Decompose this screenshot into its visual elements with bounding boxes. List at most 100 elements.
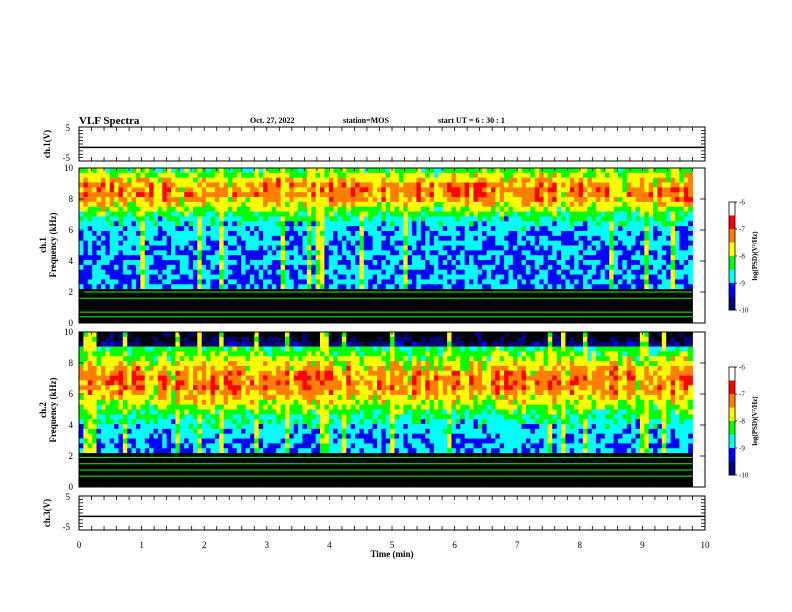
spectrogram-cell [482,211,487,217]
spectrogram-cell [512,318,518,324]
spectrogram-cell [569,221,575,227]
spectrogram-cell [293,197,299,203]
spectrogram-cell [236,318,242,324]
spectrogram-cell [512,216,518,222]
spectrogram-cell [359,187,365,193]
spectrogram-cell [184,168,189,174]
spectrogram-cell [512,313,518,319]
spectrogram-cell [674,201,680,208]
spectrogram-cell [324,255,330,261]
spectrogram-cell [657,245,663,251]
spectrogram-cell [320,226,325,232]
spectrogram-cell [398,308,404,314]
spectrogram-cell [267,168,273,174]
spectrogram-cell [114,255,119,261]
spectrogram-cell [355,245,360,251]
spectrogram-cell [469,260,474,266]
spectrogram-cell [512,303,518,309]
spectrogram-cell [188,308,194,314]
spectrogram-cell [565,206,571,212]
spectrogram-cell [311,313,317,319]
spectrogram-cell [346,216,352,222]
spectrogram-cell [109,457,115,464]
spectrogram-cell [92,477,97,483]
spectrogram-cell [315,274,321,280]
spectrogram-cell [561,250,566,256]
spectrogram-cell [447,221,452,227]
spectrogram-cell [311,235,317,242]
spectrogram-cell [438,201,444,208]
spectrogram-cell [539,260,544,266]
spectrogram-cell [144,177,150,183]
spectrogram-cell [425,255,430,261]
spectrogram-cell [100,318,106,324]
spectrogram-cell [315,318,321,324]
spectrogram-cell [175,206,181,212]
spectrogram-cell [622,318,628,324]
spectrogram-cell [525,177,531,183]
spectrogram-cell [574,303,579,309]
spectrogram-cell [223,318,229,324]
spectrogram-cell [100,230,106,237]
spectrogram-cell [657,260,663,266]
spectrogram-cell [140,279,146,285]
spectrogram-cell [486,264,492,271]
spectrogram-cell [241,211,246,217]
spectrogram-cell [92,216,97,222]
spectrogram-cell [578,221,584,227]
spectrogram-cell [648,192,654,198]
spectrogram-cell [447,264,452,271]
spectrogram-cell [547,264,553,271]
spectrogram-cell [490,260,496,266]
spectrogram-cell [464,235,470,242]
spectrogram-cell [131,318,137,324]
spectrogram-cell [648,221,654,227]
spectrogram-cell [96,269,102,275]
spectrogram-cell [175,192,181,198]
spectrogram-cell [674,298,680,305]
spectrogram-cell [464,279,470,285]
spectrogram-cell [644,221,650,227]
spectrogram-cell [175,264,181,271]
spectrogram-cell [254,240,260,246]
spectrogram-cell [372,303,378,309]
spectrogram-cell [140,255,146,261]
spectrogram-cell [495,293,501,300]
spectrogram-cell [622,303,628,309]
spectrogram-cell [442,240,448,246]
spectrogram-cell [490,206,496,212]
spectrogram-cell [530,201,536,208]
spectrogram-cell [96,399,102,406]
spectrogram-cell [289,293,295,300]
spectrogram-cell [442,264,448,271]
spectrogram-cell [556,318,562,324]
spectrogram-cell [416,201,422,208]
spectrogram-cell [245,308,251,314]
spectrogram-cell [333,172,338,179]
spectrogram-cell [263,182,268,188]
spectrogram-cell [206,230,211,237]
spectrogram-cell [486,255,492,261]
spectrogram-cell [469,201,474,208]
spectrogram-cell [96,235,102,242]
spectrogram-cell [508,260,514,266]
spectrogram-cell [140,303,146,309]
spectrogram-cell [114,221,119,227]
spectrogram-cell [416,206,422,212]
spectrogram-cell [644,308,650,314]
spectrogram-cell [79,336,84,343]
spectrogram-cell [587,260,593,266]
spectrogram-cell [635,226,641,232]
spectrogram-cell [644,235,650,242]
spectrogram-cell [508,182,514,188]
spectrogram-cell [657,250,663,256]
spectrogram-cell [547,255,553,261]
spectrogram-cell [543,279,549,285]
spectrogram-cell [320,284,325,290]
spectrogram-cell [127,201,132,208]
spectrogram-cell [355,197,360,203]
spectrogram-cell [394,216,400,222]
spectrogram-cell [105,390,111,396]
spectrogram-cell [653,230,658,237]
spectrogram-cell [376,187,382,193]
